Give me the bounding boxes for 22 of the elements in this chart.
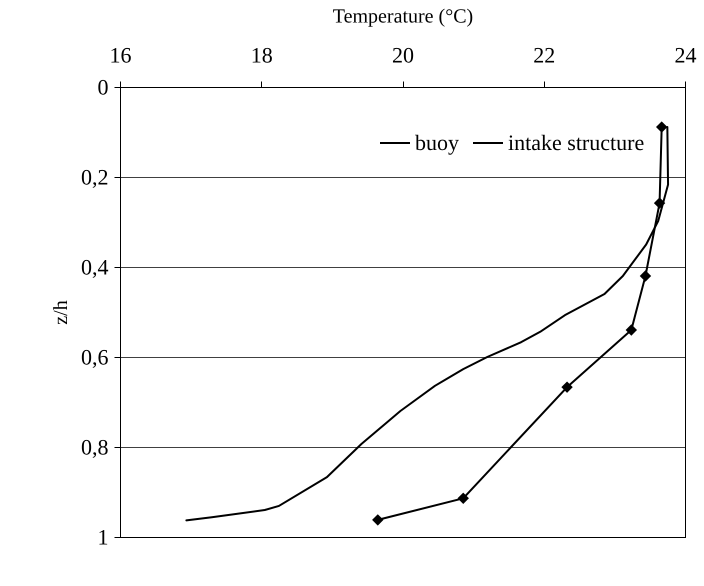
y-tick-label: 0,4 [81, 254, 108, 280]
y-tick-label: 0,2 [81, 164, 108, 190]
y-tick-label: 0,8 [81, 434, 108, 460]
y-tick-label: 1 [98, 524, 108, 550]
y-tick-label: 0 [98, 74, 108, 100]
y-axis-title: z/h [50, 300, 72, 325]
x-tick-label: 18 [250, 42, 273, 68]
point [656, 121, 668, 133]
x-tick-label: 20 [392, 42, 414, 68]
legend-label: buoy [415, 130, 459, 155]
legend-label: intake structure [508, 130, 644, 155]
x-tick-label: 24 [674, 42, 696, 68]
x-tick-label: 16 [110, 42, 132, 68]
point [640, 270, 652, 282]
x-axis-title: Temperature (°C) [332, 6, 474, 28]
point [626, 324, 638, 336]
x-tick-label: 22 [533, 42, 556, 68]
point [372, 514, 384, 526]
point [561, 381, 573, 393]
point [654, 197, 666, 209]
point [458, 492, 469, 504]
y-tick-label: 0,6 [81, 344, 108, 370]
